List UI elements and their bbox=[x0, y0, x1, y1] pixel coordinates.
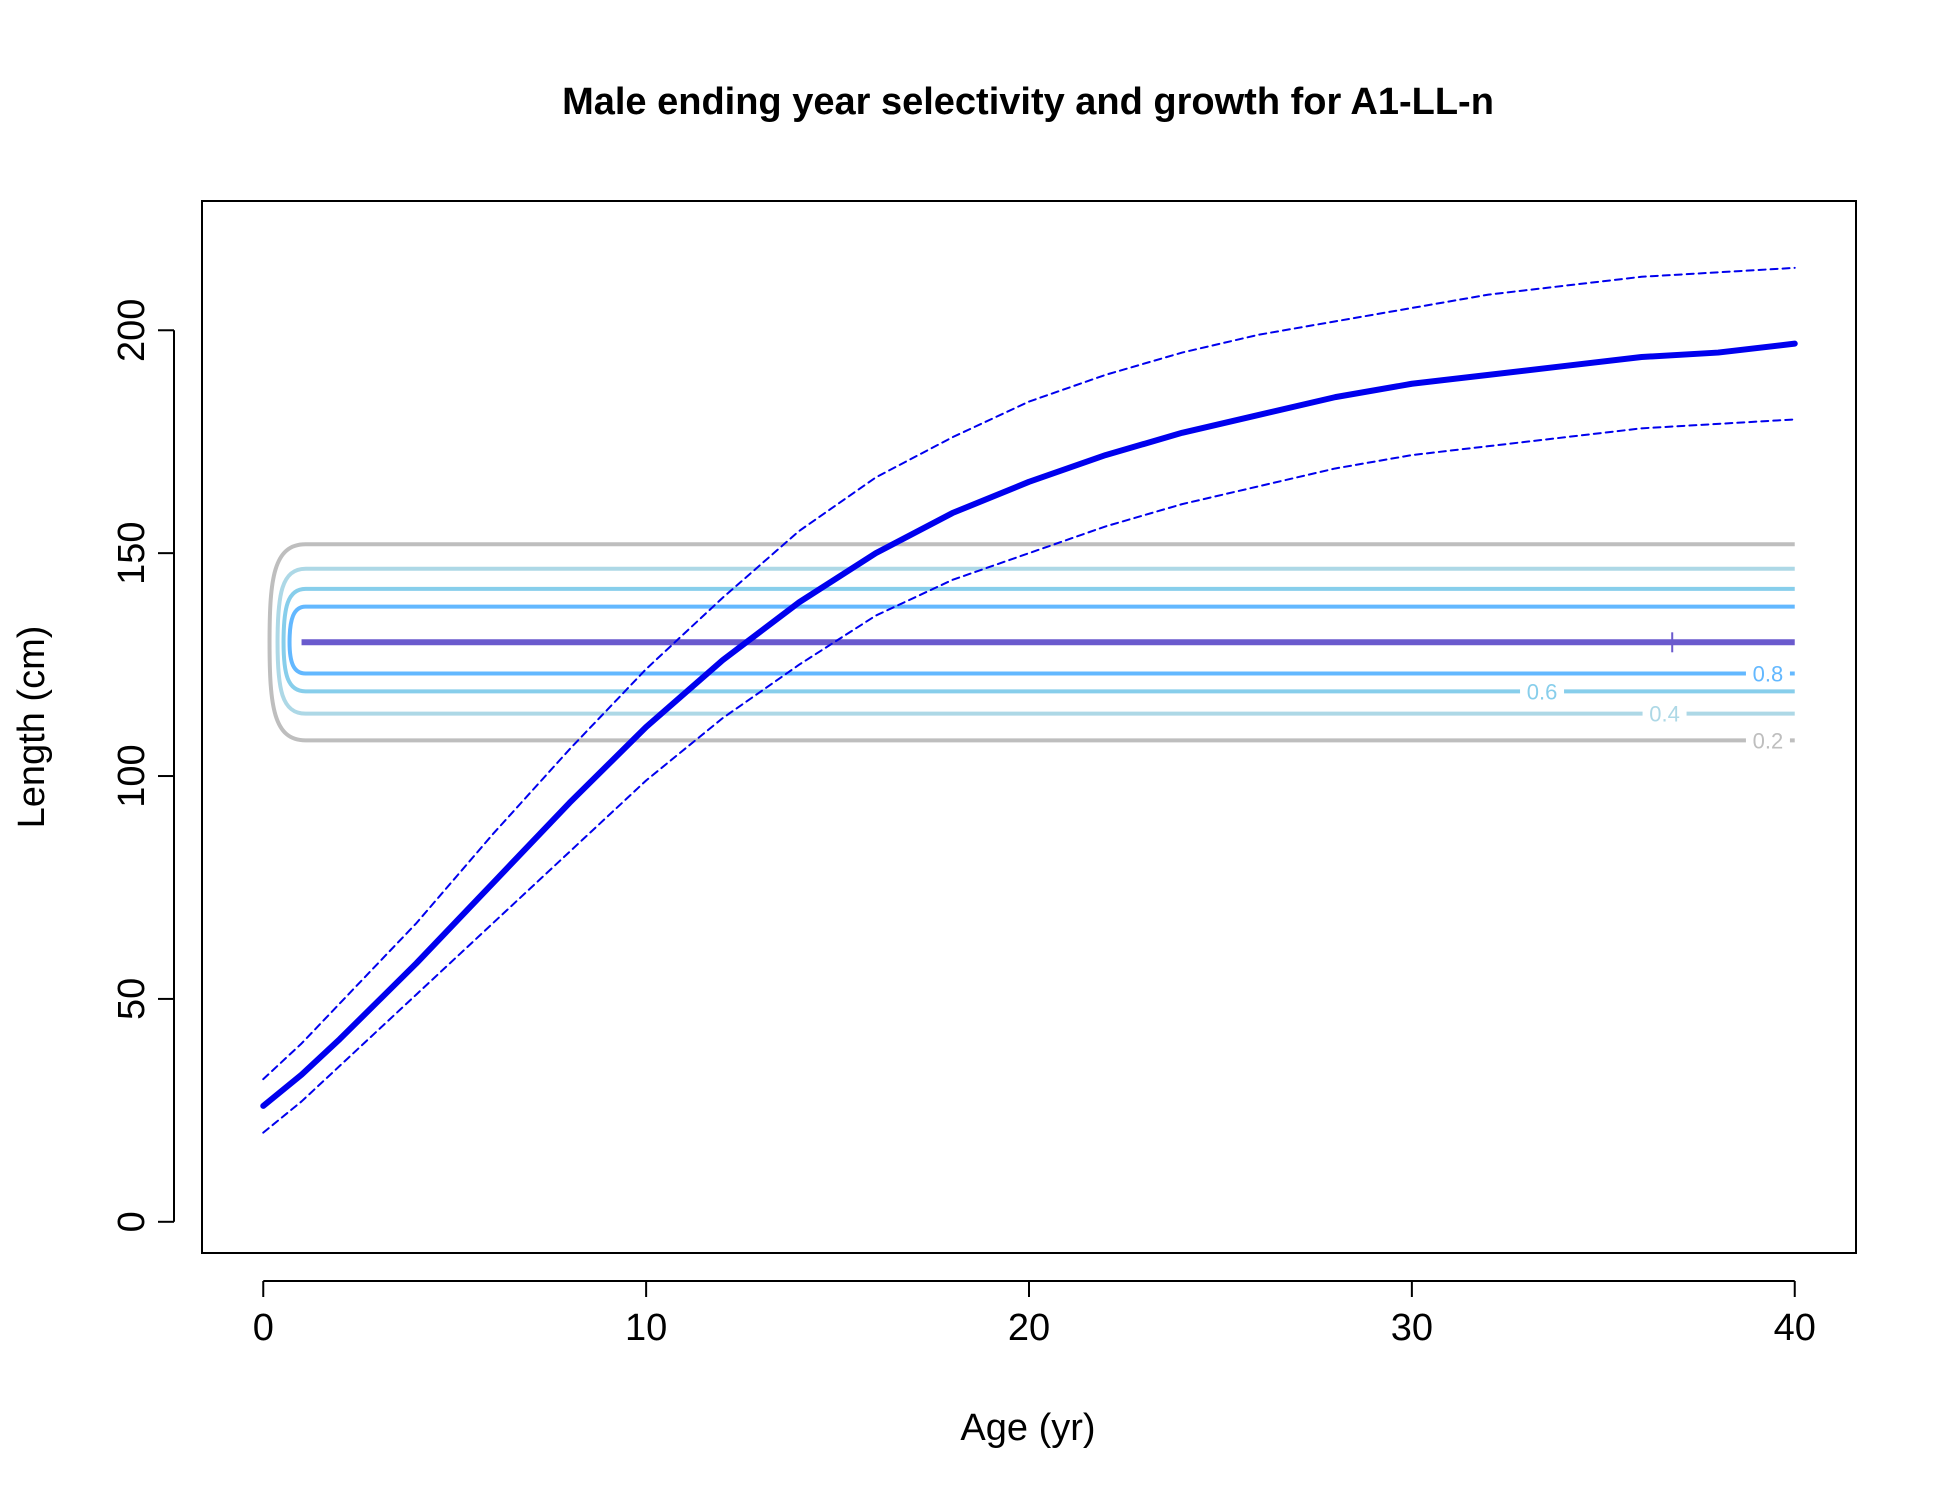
contour-0.4 bbox=[275, 566, 1795, 716]
y-tick-label: 50 bbox=[111, 978, 153, 1020]
chart-title: Male ending year selectivity and growth … bbox=[562, 81, 1494, 123]
y-axis: 0 50 100 150 200 bbox=[111, 299, 175, 1232]
contour-label: 0.4 bbox=[1649, 702, 1680, 727]
selectivity-contours: 0.2 0.4 0.6 0.8 bbox=[267, 542, 1795, 754]
contour-label-gap bbox=[1745, 660, 1790, 687]
y-tick-label: 100 bbox=[111, 744, 153, 807]
x-tick-label: 40 bbox=[1774, 1307, 1816, 1349]
x-tick-label: 30 bbox=[1391, 1307, 1433, 1349]
growth-mean-line bbox=[260, 340, 1798, 1109]
contour-label-gap bbox=[1642, 700, 1687, 727]
y-axis-label: Length (cm) bbox=[11, 626, 53, 829]
plot-frame bbox=[201, 200, 1857, 1254]
y-tick-label: 150 bbox=[111, 521, 153, 584]
x-tick-label: 0 bbox=[253, 1307, 274, 1349]
contour-0.6 bbox=[281, 586, 1795, 694]
x-axis: 0 10 20 30 40 bbox=[253, 1280, 1816, 1349]
contour-label-gap bbox=[1520, 678, 1565, 705]
x-axis-label: Age (yr) bbox=[960, 1407, 1095, 1449]
contour-label: 0.8 bbox=[1753, 662, 1784, 687]
growth-upper-ci-line bbox=[262, 266, 1796, 1081]
contour-0.2 bbox=[267, 542, 1795, 743]
x-tick-label: 20 bbox=[1008, 1307, 1050, 1349]
y-tick-label: 0 bbox=[111, 1211, 153, 1232]
y-tick-label: 200 bbox=[111, 299, 153, 362]
contour-label: 0.6 bbox=[1527, 679, 1558, 704]
x-tick-label: 10 bbox=[625, 1307, 667, 1349]
growth-lower-ci-line bbox=[262, 418, 1796, 1134]
growth-curves bbox=[260, 266, 1798, 1134]
contour-0.8 bbox=[287, 604, 1795, 676]
contour-label-gap bbox=[1745, 727, 1790, 754]
contour-label: 0.2 bbox=[1753, 728, 1784, 753]
